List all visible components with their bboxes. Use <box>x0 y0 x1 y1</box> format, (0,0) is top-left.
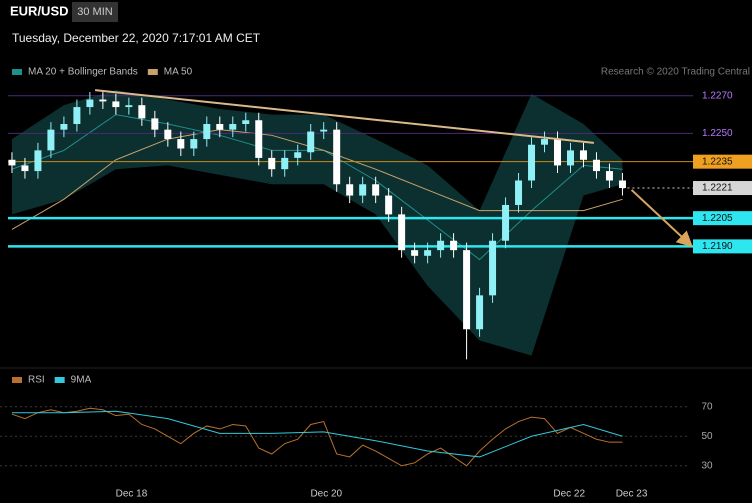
indicator-line <box>11 410 623 458</box>
candle-body <box>618 180 626 189</box>
level-label: 1.2221 <box>702 183 733 194</box>
timeframe: 30 MIN <box>77 6 113 18</box>
candle-body <box>437 240 445 251</box>
candle-body <box>541 139 549 145</box>
symbol: EUR/USD <box>10 3 69 18</box>
legend-label: RSI <box>28 375 45 386</box>
legend-label: MA 20 + Bollinger Bands <box>28 67 138 78</box>
indicator-line <box>11 407 623 467</box>
level-box <box>693 239 752 254</box>
candle-body <box>268 157 276 170</box>
candle-body <box>281 157 289 170</box>
x-tick-label: Dec 23 <box>616 489 648 500</box>
candle-body <box>528 144 536 181</box>
candle-body <box>385 195 393 215</box>
legend-label: MA 50 <box>164 67 193 78</box>
candle-body <box>216 124 224 130</box>
level-box <box>693 211 752 226</box>
candle-body <box>190 139 198 149</box>
candle-body <box>229 124 237 130</box>
legend-swatch <box>12 69 22 75</box>
level-box <box>693 181 752 196</box>
candle-body <box>579 150 587 160</box>
candle-body <box>566 150 574 166</box>
candle-body <box>592 159 600 172</box>
candle-body <box>60 124 68 130</box>
candle-body <box>125 105 133 108</box>
legend-swatch <box>54 377 65 383</box>
candle-body <box>8 159 16 166</box>
level-label: 1.2270 <box>702 90 733 101</box>
level-label: 1.2190 <box>702 241 733 252</box>
candle-body <box>502 204 510 241</box>
candle-body <box>476 295 484 330</box>
candle-body <box>86 99 94 108</box>
candle-body <box>138 105 146 119</box>
candle-body <box>34 150 42 172</box>
candle-body <box>294 152 302 158</box>
candle-body <box>450 240 458 251</box>
datetime: Tuesday, December 22, 2020 7:17:01 AM CE… <box>12 31 261 45</box>
timeframe-box <box>72 2 118 22</box>
candle-body <box>411 250 419 256</box>
candle-body <box>255 120 263 158</box>
candle-body <box>346 184 354 196</box>
bollinger-band <box>11 90 623 356</box>
candle-body <box>99 99 107 102</box>
rsi-panel: 30 50 70 RSI 9MA <box>0 375 713 471</box>
credit: Research © 2020 Trading Central <box>601 67 750 78</box>
legend-swatch <box>147 69 158 75</box>
arrow-line <box>630 189 693 248</box>
candle-body <box>489 240 497 296</box>
x-tick-label: Dec 18 <box>116 489 148 500</box>
trend-line <box>94 89 594 144</box>
candle-body <box>398 214 406 251</box>
candle-body <box>112 101 120 108</box>
candle-body <box>21 165 29 172</box>
moving-average <box>11 129 623 230</box>
candle-body <box>164 129 172 140</box>
candle-body <box>333 129 341 185</box>
x-tick-label: Dec 20 <box>310 489 342 500</box>
candle-body <box>307 131 315 153</box>
x-tick-label: Dec 22 <box>553 489 585 500</box>
candle-body <box>605 171 613 181</box>
candle-body <box>73 107 81 125</box>
candle-body <box>151 118 159 130</box>
level-label: 1.2250 <box>702 128 733 139</box>
y-tick-label: 30 <box>701 460 713 471</box>
y-tick-label: 70 <box>701 401 713 412</box>
candle-body <box>554 139 562 166</box>
candle-body <box>463 250 471 330</box>
candle-body <box>424 250 432 256</box>
y-tick-label: 50 <box>701 431 713 442</box>
candle-body <box>359 184 367 196</box>
candle-body <box>177 139 185 149</box>
candle-body <box>47 129 55 151</box>
legend-swatch <box>12 377 22 383</box>
level-box <box>693 154 752 169</box>
level-label: 1.2235 <box>702 156 733 167</box>
candle-body <box>515 180 523 205</box>
candle-body <box>242 120 250 125</box>
candle-body <box>372 184 380 196</box>
price-panel: 1.2270 1.2250 1.2235 1.2221 1.2205 1.2190 Dec … <box>8 67 752 500</box>
candle-body <box>320 129 328 132</box>
legend-label: 9MA <box>71 375 92 386</box>
level-label: 1.2205 <box>702 213 733 224</box>
candle-body <box>203 124 211 140</box>
